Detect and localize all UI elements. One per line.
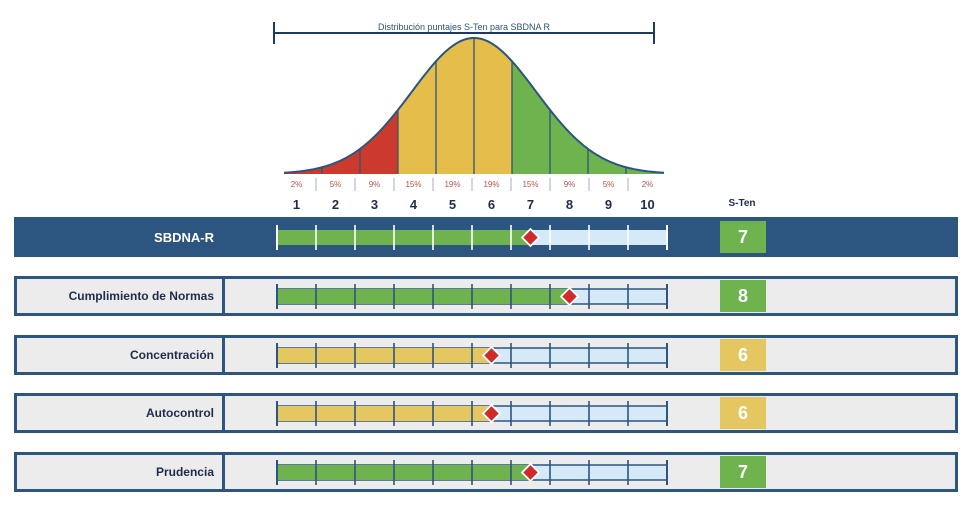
score-bar: [276, 225, 668, 250]
score-row: Cumplimiento de Normas 8: [14, 276, 958, 316]
row-label: Autocontrol: [17, 396, 225, 430]
curve-band-5: [436, 38, 474, 174]
score-bar: [276, 460, 668, 485]
curve-band-4: [398, 61, 436, 174]
bar-fill: [277, 289, 570, 304]
score-badge: 8: [720, 280, 766, 312]
bar-fill: [277, 406, 492, 421]
row-label: Cumplimiento de Normas: [17, 279, 225, 313]
percent-label: 9%: [369, 180, 381, 189]
x-tick-label: 5: [448, 197, 457, 212]
row-label: SBDNA-R: [154, 229, 214, 245]
percent-label: 5%: [330, 180, 342, 189]
score-badge: 7: [720, 221, 766, 253]
score-row: Concentración 6: [14, 335, 958, 375]
curve-band-7: [512, 61, 550, 174]
row-label: Concentración: [17, 338, 225, 372]
percent-label: 15%: [405, 180, 421, 189]
percent-label: 9%: [564, 180, 576, 189]
score-bar: [276, 401, 668, 426]
score-bar: [276, 284, 668, 309]
bar-fill: [277, 348, 492, 363]
bar-fill: [277, 230, 531, 245]
percent-label: 2%: [642, 180, 654, 189]
score-badge: 6: [720, 339, 766, 371]
percent-label: 19%: [444, 180, 460, 189]
x-tick-label: 3: [370, 197, 379, 212]
score-row: Autocontrol 6: [14, 393, 958, 433]
s-ten-header: S-Ten: [728, 198, 756, 209]
percent-label: 19%: [483, 180, 499, 189]
score-badge: 6: [720, 397, 766, 429]
x-tick-label: 9: [604, 197, 613, 212]
score-row: Prudencia 7: [14, 452, 958, 492]
score-badge: 7: [720, 456, 766, 488]
x-tick-label: 10: [640, 197, 655, 212]
score-marker: [520, 462, 541, 483]
x-tick-label: 8: [565, 197, 574, 212]
distribution-curve-chart: Distribución puntajes S-Ten para SBDNA R…: [273, 22, 665, 191]
x-tick-label: 6: [487, 197, 496, 212]
percent-label: 2%: [291, 180, 303, 189]
curve-band-3: [360, 109, 398, 174]
score-row: SBDNA-R 7: [14, 217, 958, 257]
curve-dividers: [321, 38, 627, 174]
bar-fill: [277, 465, 531, 480]
score-marker: [481, 345, 502, 366]
score-marker: [481, 403, 502, 424]
curve-band-8: [550, 109, 588, 174]
score-marker: [520, 227, 541, 248]
percent-labels: 2% 5% 9% 15% 19% 19% 15% 9% 5% 2%: [291, 178, 654, 191]
score-bar: [276, 343, 668, 368]
x-tick-label: 2: [331, 197, 340, 212]
x-tick-label: 4: [409, 197, 418, 212]
curve-band-6: [474, 38, 512, 174]
percent-label: 5%: [603, 180, 615, 189]
percent-label: 15%: [522, 180, 538, 189]
x-tick-label: 1: [292, 197, 301, 212]
curve-outline: [283, 36, 665, 174]
x-tick-label: 7: [526, 197, 535, 212]
chart-title: Distribución puntajes S-Ten para SBDNA R: [378, 22, 551, 32]
row-label: Prudencia: [17, 455, 225, 489]
score-marker: [559, 286, 580, 307]
